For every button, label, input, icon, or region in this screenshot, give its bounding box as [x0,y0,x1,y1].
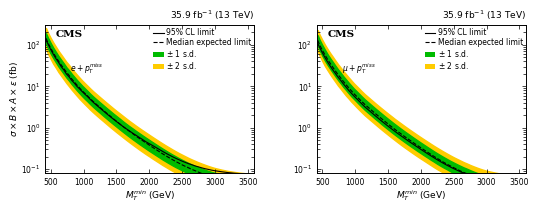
Text: 35.9 fb$^{-1}$ (13 TeV): 35.9 fb$^{-1}$ (13 TeV) [442,9,526,22]
Text: 35.9 fb$^{-1}$ (13 TeV): 35.9 fb$^{-1}$ (13 TeV) [170,9,254,22]
Text: $e+p_{T}^{miss}$: $e+p_{T}^{miss}$ [70,61,104,76]
Y-axis label: $\sigma \times B \times A \times \epsilon$ (fb): $\sigma \times B \times A \times \epsilo… [8,61,20,137]
Text: CMS: CMS [56,30,83,39]
Legend: 95% CL limit, Median expected limit, $\pm$ 1 s.d., $\pm$ 2 s.d.: 95% CL limit, Median expected limit, $\p… [424,28,524,72]
Legend: 95% CL limit, Median expected limit, $\pm$ 1 s.d., $\pm$ 2 s.d.: 95% CL limit, Median expected limit, $\p… [152,28,252,72]
Text: CMS: CMS [327,30,355,39]
Text: $\mu+p_{T}^{miss}$: $\mu+p_{T}^{miss}$ [342,61,376,76]
X-axis label: $M_{T}^{min}$ (GeV): $M_{T}^{min}$ (GeV) [125,189,175,203]
X-axis label: $M_{T}^{min}$ (GeV): $M_{T}^{min}$ (GeV) [396,189,446,203]
